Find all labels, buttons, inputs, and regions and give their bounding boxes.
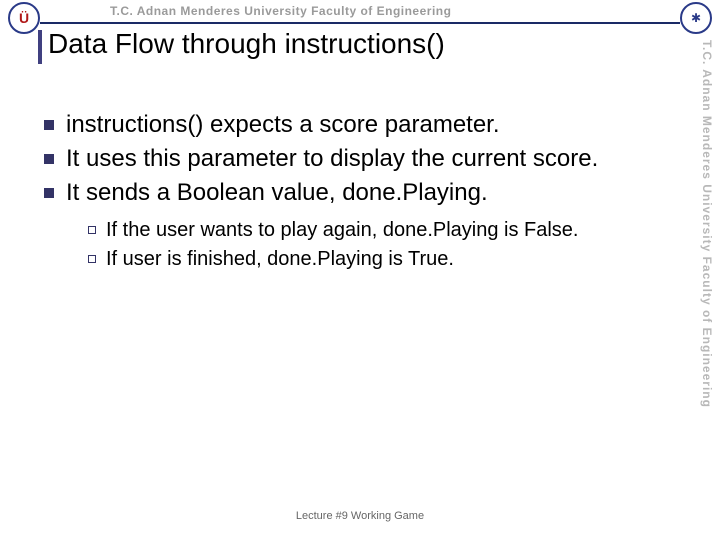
bullet-text: It uses this parameter to display the cu… bbox=[66, 144, 598, 174]
bullet-l2: If user is finished, done.Playing is Tru… bbox=[88, 247, 670, 272]
university-logo-left-icon: Ü bbox=[8, 2, 40, 34]
body: instructions() expects a score parameter… bbox=[44, 110, 670, 276]
sub-bullets: If the user wants to play again, done.Pl… bbox=[88, 218, 670, 272]
bullet-l1: instructions() expects a score parameter… bbox=[44, 110, 670, 140]
bullet-l1: It sends a Boolean value, done.Playing. bbox=[44, 178, 670, 208]
square-bullet-icon bbox=[44, 154, 54, 164]
bullet-text: If user is finished, done.Playing is Tru… bbox=[106, 247, 454, 272]
footer-text: Lecture #9 Working Game bbox=[0, 510, 720, 522]
university-logo-right-icon: ✱ bbox=[680, 2, 712, 34]
header-text: T.C. Adnan Menderes University Faculty o… bbox=[110, 4, 660, 18]
logo-left-glyph: Ü bbox=[19, 10, 29, 26]
square-bullet-icon bbox=[44, 120, 54, 130]
bullet-l1: It uses this parameter to display the cu… bbox=[44, 144, 670, 174]
sidebar-text: T.C. Adnan Menderes University Faculty o… bbox=[696, 40, 714, 520]
bullet-text: It sends a Boolean value, done.Playing. bbox=[66, 178, 488, 208]
slide: Ü T.C. Adnan Menderes University Faculty… bbox=[0, 0, 720, 540]
bullet-l2: If the user wants to play again, done.Pl… bbox=[88, 218, 670, 243]
logo-right-glyph: ✱ bbox=[691, 11, 701, 25]
page-title: Data Flow through instructions() bbox=[48, 28, 445, 60]
square-bullet-icon bbox=[44, 188, 54, 198]
hollow-square-bullet-icon bbox=[88, 255, 96, 263]
bullet-text: instructions() expects a score parameter… bbox=[66, 110, 500, 140]
title-accent bbox=[38, 30, 42, 64]
bullet-text: If the user wants to play again, done.Pl… bbox=[106, 218, 579, 243]
header-rule bbox=[40, 22, 680, 24]
sidebar: T.C. Adnan Menderes University Faculty o… bbox=[690, 40, 720, 530]
hollow-square-bullet-icon bbox=[88, 226, 96, 234]
